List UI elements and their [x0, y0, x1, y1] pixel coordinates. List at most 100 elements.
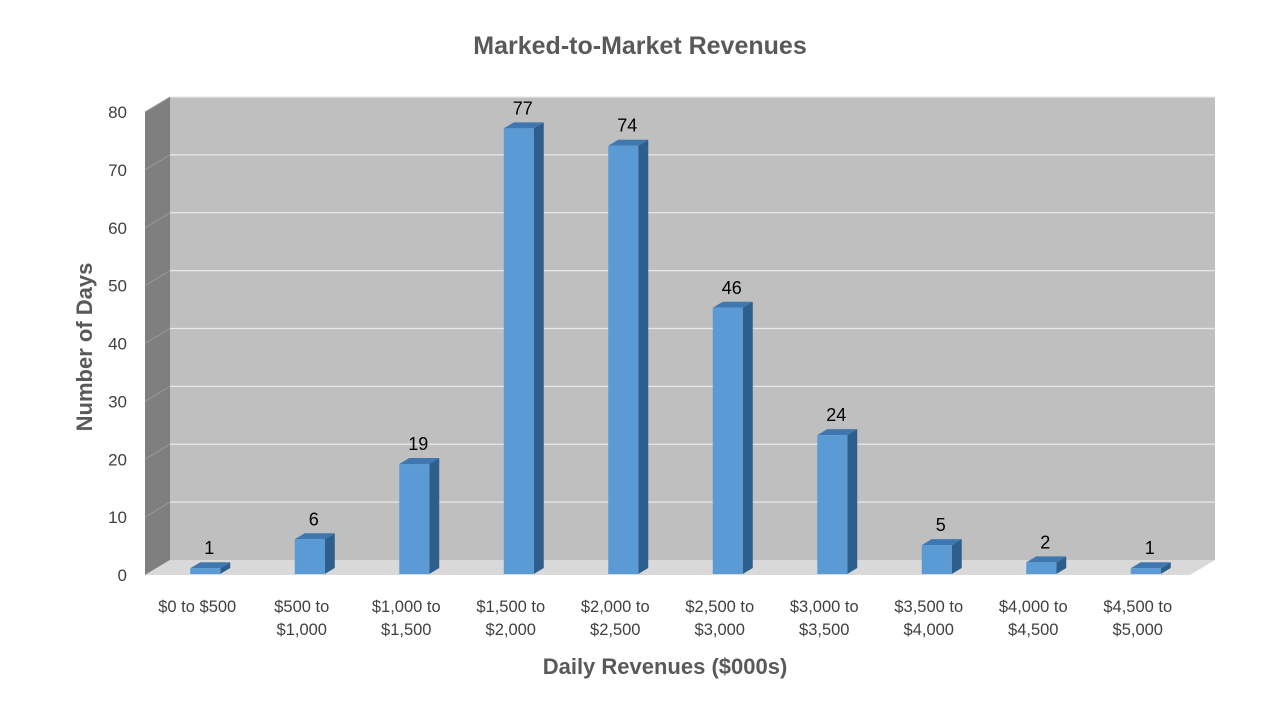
bar	[817, 429, 858, 574]
bar	[399, 458, 440, 574]
bar-top	[1026, 556, 1067, 563]
bar-top	[190, 562, 231, 569]
bar-side	[638, 139, 649, 574]
x-tick-line: $3,000	[695, 621, 745, 639]
x-tick-label: $1,500 to $2,000	[476, 598, 545, 639]
bar-side	[1160, 562, 1171, 574]
y-axis-ticks: 0 10 20 30 40 50 60 70 80	[108, 103, 127, 585]
y-tick-label: 20	[108, 450, 127, 469]
x-tick-line: $4,000	[904, 621, 954, 639]
bar	[190, 562, 231, 574]
y-tick-label: 0	[118, 566, 127, 585]
x-tick-line: $4,500 to	[1103, 598, 1172, 616]
x-tick-line: $0 to $500	[158, 598, 236, 616]
x-axis-title: Daily Revenues ($000s)	[543, 654, 788, 679]
bar-top	[921, 539, 962, 546]
x-tick-line: $5,000	[1113, 621, 1163, 639]
x-axis-ticks: $0 to $500 $500 to $1,000$1,000 to $1,500$1…	[158, 598, 1172, 639]
x-tick-label: $3,000 to $3,500	[790, 598, 859, 639]
x-tick-line: $3,000 to	[790, 598, 859, 616]
x-tick-line: $1,500 to	[476, 598, 545, 616]
y-tick-label: 50	[108, 277, 127, 296]
side-gridline	[144, 328, 171, 344]
bar-top	[399, 458, 440, 465]
x-tick-line: $2,500 to	[685, 598, 754, 616]
side-gridline	[144, 212, 171, 229]
bar-side	[742, 301, 753, 574]
bar-top	[294, 533, 335, 540]
bar-side	[324, 533, 335, 574]
y-tick-label: 30	[108, 392, 127, 411]
bar-side	[533, 122, 544, 575]
side-gridline	[144, 154, 171, 171]
data-label: 2	[1040, 532, 1050, 552]
data-label: 77	[513, 98, 533, 118]
x-tick-line: $1,500	[381, 621, 431, 639]
bar	[608, 139, 649, 574]
bar-front	[712, 307, 743, 574]
bar-top	[1130, 562, 1171, 569]
bar	[294, 533, 335, 574]
bar-side	[951, 539, 962, 574]
chart-title: Marked-to-Market Revenues	[473, 32, 806, 60]
bar-top	[503, 122, 544, 129]
side-gridline	[144, 443, 171, 460]
data-label: 1	[1145, 538, 1155, 558]
x-tick-label: $3,500 to $4,000	[894, 598, 963, 639]
y-tick-label: 80	[108, 103, 127, 122]
y-tick-label: 40	[108, 335, 127, 354]
bar-side	[429, 458, 440, 574]
data-label: 46	[722, 278, 742, 298]
side-gridline	[144, 385, 171, 402]
bar	[921, 539, 962, 574]
bar	[1026, 556, 1067, 574]
data-label: 5	[936, 515, 946, 535]
bars	[190, 122, 1171, 575]
y-tick-label: 10	[108, 508, 127, 527]
bar-front	[294, 539, 325, 574]
bar-front	[921, 545, 952, 574]
bar-side	[847, 429, 858, 574]
x-tick-label: $4,000 to $4,500	[999, 598, 1068, 639]
x-tick-line: $1,000 to	[372, 598, 441, 616]
x-tick-label: $2,000 to $2,500	[581, 598, 650, 639]
data-label: 19	[408, 434, 428, 454]
x-tick-line: $4,000 to	[999, 598, 1068, 616]
x-tick-line: $1,000	[277, 621, 327, 639]
x-tick-line: $3,500	[799, 621, 849, 639]
x-tick-label: $0 to $500	[158, 598, 236, 616]
bar-top	[608, 139, 649, 146]
bar-front	[817, 435, 848, 574]
bar-side	[1056, 556, 1067, 574]
chart-walls	[145, 97, 1215, 575]
side-gridline	[144, 96, 171, 113]
bar-front	[399, 464, 430, 574]
x-tick-label: $4,500 to $5,000	[1103, 598, 1172, 639]
data-label: 74	[617, 116, 637, 136]
x-tick-line: $4,500	[1008, 621, 1058, 639]
data-label: 6	[309, 509, 319, 529]
y-tick-label: 70	[108, 161, 127, 180]
bar-side	[220, 562, 231, 574]
bar-top	[817, 429, 858, 436]
x-tick-line: $3,500 to	[894, 598, 963, 616]
bar-front	[1130, 568, 1161, 574]
x-tick-label: $1,000 to $1,500	[372, 598, 441, 639]
gridlines	[144, 96, 1215, 518]
bar-front	[608, 145, 639, 574]
side-gridline	[144, 501, 171, 518]
bar	[1130, 562, 1171, 574]
bar-front	[190, 568, 221, 574]
x-tick-line: $500 to	[274, 598, 329, 616]
data-label: 1	[204, 538, 214, 558]
x-tick-label: $2,500 to $3,000	[685, 598, 754, 639]
data-labels: 1 6 19 77 74 46 24 5 2 1	[204, 98, 1155, 558]
x-tick-line: $2,000	[486, 621, 536, 639]
bar	[712, 301, 753, 574]
x-tick-line: $2,000 to	[581, 598, 650, 616]
y-tick-label: 60	[108, 219, 127, 238]
bar	[503, 122, 544, 575]
y-axis-title: Number of Days	[72, 263, 97, 432]
